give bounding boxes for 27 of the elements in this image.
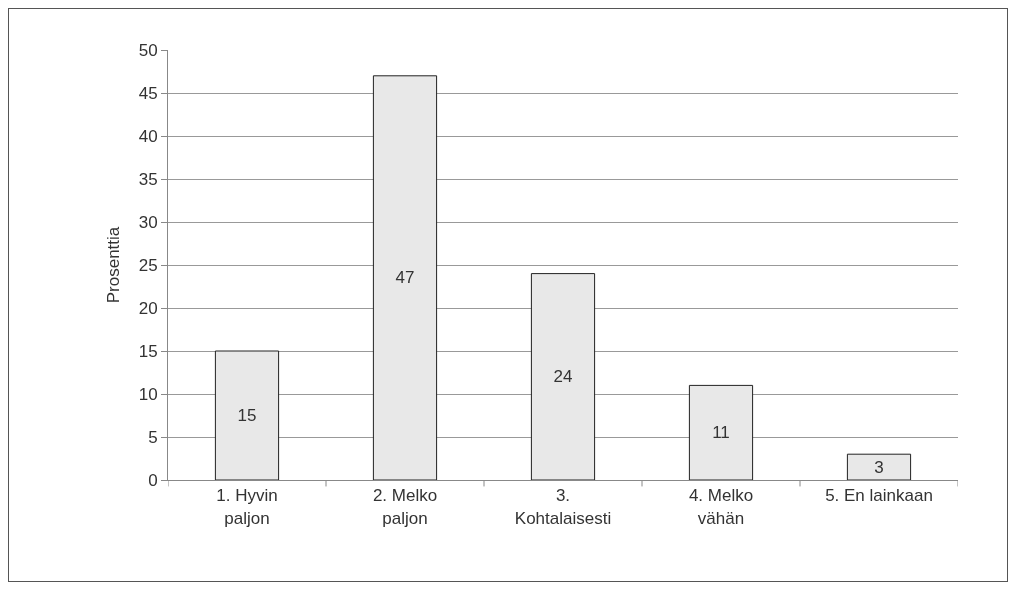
data-label: 24: [553, 367, 573, 387]
x-tick-label: 3. Kohtalaisesti: [514, 486, 612, 528]
x-tick-label: 5. En lainkaan: [825, 486, 933, 506]
y-tick-label: 5: [148, 427, 158, 447]
data-label: 47: [395, 268, 415, 288]
bar: [688, 384, 754, 480]
y-tick-label: 10: [138, 384, 158, 404]
bar: [846, 453, 912, 480]
y-tick-label: 30: [138, 212, 158, 232]
y-tick-label: 20: [138, 298, 158, 318]
y-tick-label: 50: [138, 40, 158, 60]
y-axis-title: Prosenttia: [104, 226, 124, 304]
data-label: 11: [712, 423, 730, 443]
bar: [372, 75, 438, 480]
data-label: 3: [874, 457, 884, 477]
data-label: 15: [237, 406, 257, 425]
x-tick-label: 4. Melko vähän: [688, 486, 754, 528]
x-tick-label: 2. Melko paljon: [372, 486, 438, 528]
x-tick-label: 1. Hyvin paljon: [216, 486, 278, 528]
bar: [214, 350, 280, 480]
y-tick-label: 45: [138, 83, 158, 103]
y-tick-label: 15: [138, 341, 158, 361]
bar: [530, 273, 596, 480]
y-tick-label: 0: [148, 470, 158, 490]
y-tick-label: 40: [138, 126, 158, 146]
y-tick-label: 25: [138, 255, 158, 275]
y-tick-label: 35: [138, 169, 158, 189]
